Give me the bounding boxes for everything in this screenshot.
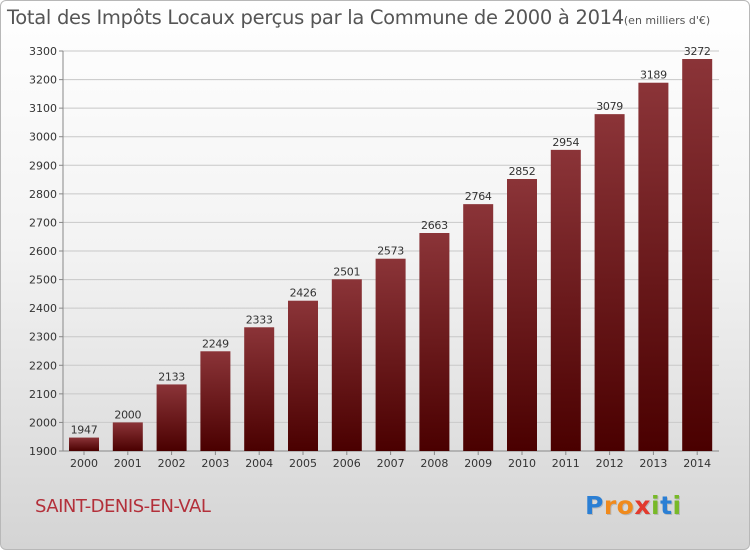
bar-2005 xyxy=(288,300,318,451)
x-tick-label-2006: 2006 xyxy=(333,457,361,470)
chart-unit-label: (en milliers d'€) xyxy=(623,14,711,27)
x-tick-label-2005: 2005 xyxy=(289,457,317,470)
bar-2011 xyxy=(550,149,581,451)
x-tick-label-2012: 2012 xyxy=(596,457,624,470)
y-tick-label: 3100 xyxy=(29,102,57,115)
y-tick-label: 2400 xyxy=(29,302,57,315)
bar-2014 xyxy=(682,59,713,451)
bar-2003 xyxy=(200,351,231,451)
x-tick-label-2010: 2010 xyxy=(508,457,536,470)
bar-2006 xyxy=(331,279,362,451)
logo-letter: i xyxy=(651,491,661,520)
x-tick-label-2003: 2003 xyxy=(201,457,229,470)
y-tick-label: 2800 xyxy=(29,188,57,201)
y-tick-label: 2000 xyxy=(29,416,57,429)
data-label-2006: 2501 xyxy=(333,265,360,278)
bar-2012 xyxy=(594,114,625,452)
logo-letter: r xyxy=(603,491,617,520)
x-tick-label-2014: 2014 xyxy=(683,457,711,470)
bar-2013 xyxy=(638,82,669,451)
x-axis-ticks: 2000 2001 2002 2003 2004 2005 2006 2007 2008 2009… xyxy=(70,451,711,470)
y-tick-label: 2500 xyxy=(29,274,57,287)
bar-2009 xyxy=(463,204,494,451)
data-label-2012: 3079 xyxy=(596,100,623,113)
data-label-2001: 2000 xyxy=(114,408,141,421)
y-tick-label: 2200 xyxy=(29,359,57,372)
bar-2002 xyxy=(156,384,187,451)
data-label-2007: 2573 xyxy=(377,245,404,258)
bar-2007 xyxy=(375,258,406,451)
x-tick-label-2008: 2008 xyxy=(420,457,448,470)
data-label-2010: 2852 xyxy=(509,165,536,178)
x-tick-label-2009: 2009 xyxy=(464,457,492,470)
data-label-2013: 3189 xyxy=(640,69,667,82)
bar-2000 xyxy=(69,437,99,451)
x-tick-label-2000: 2000 xyxy=(70,457,98,470)
data-label-2011: 2954 xyxy=(552,136,579,149)
chart-title-text: Total des Impôts Locaux perçus par la Co… xyxy=(7,6,624,29)
x-tick-label-2011: 2011 xyxy=(552,457,580,470)
bar-2008 xyxy=(419,233,450,451)
bars xyxy=(69,59,713,452)
data-labels: 1947 2000 2133 2249 2333 2426 2501 2573 2663 2764… xyxy=(71,45,711,437)
data-label-2005: 2426 xyxy=(290,287,317,300)
y-tick-label: 2300 xyxy=(29,331,57,344)
logo-letter: P xyxy=(585,491,604,520)
y-tick-label: 2100 xyxy=(29,388,57,401)
data-label-2000: 1947 xyxy=(71,424,98,437)
logo-letter: t xyxy=(660,491,673,520)
logo-letter: i xyxy=(672,491,682,520)
y-tick-label: 3300 xyxy=(29,45,57,58)
data-label-2009: 2764 xyxy=(465,190,492,203)
y-tick-label: 1900 xyxy=(29,445,57,458)
x-tick-label-2007: 2007 xyxy=(377,457,405,470)
bar-2010 xyxy=(507,179,537,451)
bar-2004 xyxy=(244,327,275,451)
x-tick-label-2013: 2013 xyxy=(639,457,667,470)
y-tick-label: 2600 xyxy=(29,245,57,258)
commune-name: SAINT-DENIS-EN-VAL xyxy=(35,496,211,517)
y-tick-label: 2700 xyxy=(29,216,57,229)
data-label-2002: 2133 xyxy=(158,370,185,383)
y-axis-ticks: 1900 2000 2100 2200 2300 2400 2500 2600 2700 2800… xyxy=(29,45,57,458)
data-label-2014: 3272 xyxy=(684,45,711,58)
data-label-2008: 2663 xyxy=(421,219,448,232)
bar-2001 xyxy=(112,422,143,451)
data-label-2003: 2249 xyxy=(202,337,229,350)
data-label-2004: 2333 xyxy=(246,313,273,326)
y-tick-label: 2900 xyxy=(29,159,57,172)
x-tick-label-2001: 2001 xyxy=(114,457,142,470)
logo-letter: o xyxy=(616,491,635,520)
y-tick-label: 3000 xyxy=(29,131,57,144)
logo-letter: x xyxy=(634,491,651,520)
x-tick-label-2004: 2004 xyxy=(245,457,273,470)
proxiti-logo: Proxiti xyxy=(585,491,682,520)
y-tick-label: 3200 xyxy=(29,74,57,87)
x-tick-label-2002: 2002 xyxy=(158,457,186,470)
chart-title: Total des Impôts Locaux perçus par la Co… xyxy=(7,6,710,29)
